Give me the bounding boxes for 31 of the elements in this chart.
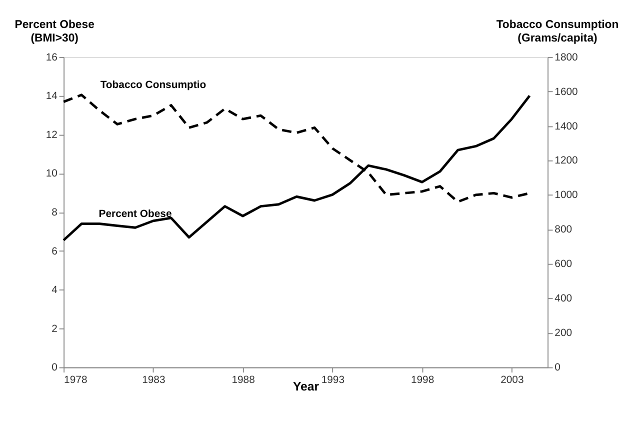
y2-tick-label: 200 [554,328,572,340]
y2-tick-label: 1600 [554,86,578,98]
y2-tick-label: 0 [554,362,561,374]
y2-tick-label: 400 [554,294,572,305]
y-tick-label: 2 [52,324,58,335]
y-tick-label: 6 [52,246,58,258]
y2-tick-label: 1000 [554,190,578,202]
y-tick-label: 4 [52,285,58,296]
y-tick-label: 16 [46,52,58,64]
series-label: Tobacco Consumptio [100,80,206,92]
y2-tick-label: 1200 [554,156,578,167]
x-axis-title: Year [293,380,320,394]
y-tick-label: 14 [46,91,58,102]
y-axis-title: Percent Obese (BMI>30) [14,19,94,44]
y2-tick-label: 800 [554,224,572,236]
y-tick-label: 0 [52,362,58,374]
y-tick-label: 8 [52,207,58,218]
line-series [62,94,531,242]
y-tick-label: 10 [46,168,58,180]
x-tick-label: 2003 [500,374,524,386]
x-tick-label: 1988 [232,374,256,386]
y2-tick-label: 1400 [554,121,578,132]
series-label: Percent Obese [98,209,172,220]
y2-tick-label: 600 [554,259,572,270]
y-tick-label: 12 [46,130,58,141]
y2-axis-title: Tobacco Consumption (Grams/capita) [496,19,619,44]
x-tick-label: 1983 [142,374,166,386]
x-tick-label: 1993 [321,374,345,386]
y2-tick-label: 1800 [554,52,578,64]
x-tick-label: 1998 [410,374,434,386]
x-tick-label: 1978 [64,374,88,386]
